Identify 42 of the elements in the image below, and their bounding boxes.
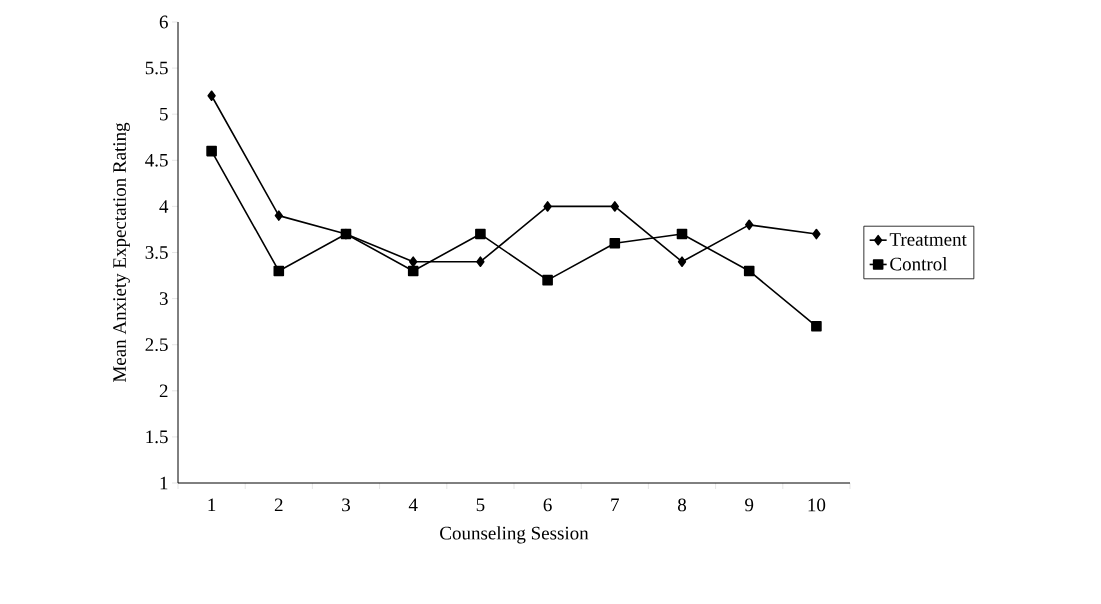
- y-tick-label: 5.5: [145, 61, 168, 75]
- point: [745, 219, 754, 231]
- point: [743, 265, 755, 277]
- point: [811, 320, 822, 332]
- point: [207, 90, 216, 102]
- y-tick-label: 3.5: [145, 246, 168, 259]
- x-tick-label: 9: [745, 498, 754, 512]
- x-tick-label: 1: [208, 498, 216, 512]
- legend-label: Treatment: [889, 233, 967, 246]
- point: [407, 265, 419, 277]
- x-axis-title: Counseling Session: [440, 526, 589, 544]
- point: [475, 228, 486, 240]
- point: [610, 201, 619, 212]
- x-tick-label: 2: [274, 498, 283, 512]
- point: [274, 210, 283, 221]
- x-tick-label: 6: [543, 498, 552, 512]
- point: [273, 265, 285, 277]
- point: [542, 274, 553, 286]
- y-tick-label: 4.5: [145, 153, 168, 167]
- x-tick-label: 8: [677, 498, 687, 512]
- y-tick-label: 5: [160, 107, 168, 121]
- x-tick-label: 10: [808, 498, 826, 512]
- y-tick-label: 3: [159, 292, 168, 305]
- legend-label: Control: [890, 257, 948, 271]
- point: [609, 237, 621, 249]
- y-tick-label: 1: [160, 476, 168, 490]
- point: [676, 228, 688, 240]
- y-tick-label: 2: [159, 384, 168, 398]
- y-tick-label: 2.5: [145, 338, 168, 352]
- point: [476, 256, 485, 268]
- x-tick-label: 7: [611, 498, 620, 511]
- point: [677, 256, 687, 268]
- x-tick-label: 5: [476, 498, 485, 512]
- y-axis-title: Mean Anxiety Expectation Rating: [113, 122, 130, 383]
- point: [206, 145, 217, 157]
- x-tick-label: 3: [342, 498, 351, 512]
- x-tick-label: 4: [408, 498, 418, 512]
- y-tick-label: 1.5: [146, 430, 168, 444]
- point: [812, 228, 821, 240]
- y-tick-label: 4: [159, 200, 169, 213]
- y-tick-label: 6: [159, 15, 168, 29]
- point: [543, 201, 552, 212]
